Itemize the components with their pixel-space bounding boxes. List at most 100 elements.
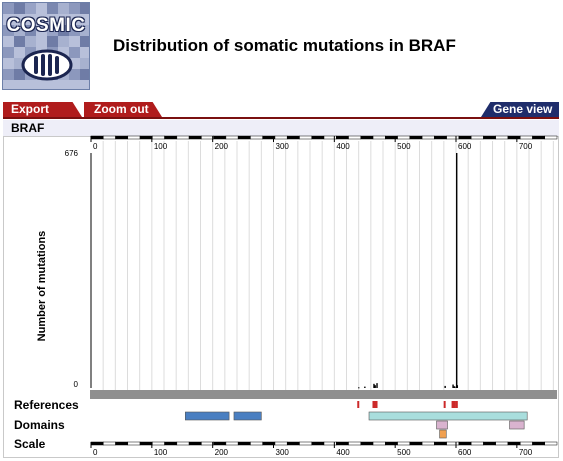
y-tick-max: 676 <box>64 149 78 158</box>
reference-marker[interactable] <box>373 401 376 408</box>
domain-block[interactable] <box>509 420 525 430</box>
logo-tile <box>36 36 47 47</box>
top-ruler-segment <box>164 135 178 140</box>
logo-tile <box>36 25 47 36</box>
domain-block[interactable] <box>184 411 230 421</box>
bottom-ruler-tick-label: 200 <box>215 448 229 457</box>
reference-marker[interactable] <box>443 401 446 408</box>
bottom-ruler-segment <box>336 441 349 446</box>
logo-tile <box>80 36 89 47</box>
mutation-bar[interactable] <box>452 384 454 388</box>
bottom-ruler-segment <box>507 441 521 446</box>
bottom-ruler-segment <box>286 441 300 446</box>
reference-marker[interactable] <box>455 401 458 408</box>
logo-tile <box>47 80 58 89</box>
logo-tile <box>3 69 14 80</box>
zoom-out-tab[interactable]: Zoom out <box>84 102 162 117</box>
domain-block[interactable] <box>436 420 448 430</box>
top-ruler-segment <box>201 135 214 140</box>
mutation-bar[interactable] <box>456 153 458 388</box>
logo-tile <box>14 25 25 36</box>
mutation-bar[interactable] <box>373 383 375 388</box>
reference-marker[interactable] <box>357 401 360 408</box>
bottom-ruler-segment <box>299 441 312 446</box>
mutation-bar[interactable] <box>374 385 376 388</box>
bottom-ruler-segment <box>152 441 165 446</box>
tab-divider <box>3 117 559 119</box>
top-ruler-segment <box>103 135 116 140</box>
top-ruler-tick-label: 300 <box>276 142 290 151</box>
logo-tile <box>58 3 69 14</box>
top-ruler-segment <box>360 135 374 140</box>
logo-tile <box>80 14 89 25</box>
bottom-ruler-tick-label: 100 <box>154 448 168 457</box>
bottom-ruler-segment <box>434 441 447 446</box>
reference-marker[interactable] <box>375 401 378 408</box>
bottom-ruler-segment <box>397 441 411 446</box>
domain-block[interactable] <box>233 411 262 421</box>
bottom-ruler-segment <box>201 441 214 446</box>
top-ruler-tick-label: 100 <box>154 142 168 151</box>
mutation-bar[interactable] <box>454 386 456 388</box>
domain-block[interactable] <box>368 411 528 421</box>
logo-tile <box>69 14 80 25</box>
bottom-ruler-segment <box>274 441 288 446</box>
domains-track[interactable] <box>184 411 528 439</box>
logo-tile <box>58 80 69 89</box>
logo-tile <box>47 14 58 25</box>
reference-marker[interactable] <box>372 401 375 408</box>
mutation-bar[interactable] <box>456 385 459 388</box>
mutation-bars[interactable] <box>358 153 459 389</box>
logo-tile <box>25 47 36 58</box>
bottom-ruler-segment <box>188 441 202 446</box>
bottom-ruler-segment <box>409 441 423 446</box>
bottom-ruler-segment <box>519 441 533 446</box>
top-ruler-segment <box>446 135 460 140</box>
bottom-ruler-segment <box>421 441 435 446</box>
references-track[interactable] <box>357 401 458 408</box>
chart-gridlines <box>90 141 554 390</box>
domains-label: Domains <box>14 418 65 432</box>
gene-view-tab[interactable]: Gene view <box>481 102 559 117</box>
logo-tile <box>3 80 14 89</box>
bottom-ruler-segment <box>446 441 460 446</box>
bottom-ruler-segment <box>544 441 558 446</box>
mutation-bar[interactable] <box>444 385 446 388</box>
top-ruler-segment <box>336 135 349 140</box>
top-ruler-segment <box>519 135 533 140</box>
bottom-ruler-segment <box>90 441 104 446</box>
top-ruler-segment <box>311 135 325 140</box>
gene-name-bar: BRAF <box>3 120 559 136</box>
top-ruler-segment <box>421 135 435 140</box>
logo-tile <box>36 14 47 25</box>
mutation-bar[interactable] <box>364 386 366 388</box>
logo-tile <box>14 58 25 69</box>
logo-tile <box>58 25 69 36</box>
logo-tile <box>3 58 14 69</box>
domain-block[interactable] <box>439 429 447 439</box>
top-ruler-segment <box>470 135 484 140</box>
bottom-ruler-segment <box>103 441 116 446</box>
bottom-scale-ruler: 0 100 200 300 400 500 600 700 <box>90 441 558 457</box>
logo-tile <box>3 47 14 58</box>
top-ruler-segment <box>348 135 362 140</box>
reference-marker[interactable] <box>453 401 456 408</box>
logo-tile <box>58 36 69 47</box>
mutation-bar[interactable] <box>376 383 378 388</box>
mutation-bar[interactable] <box>358 387 360 389</box>
export-tab[interactable]: Export <box>3 102 82 117</box>
bottom-ruler-tick-label: 500 <box>397 448 411 457</box>
reference-marker[interactable] <box>451 401 454 408</box>
logo-tile <box>25 36 36 47</box>
logo-tile <box>36 3 47 14</box>
y-tick-zero: 0 <box>73 380 78 389</box>
bottom-ruler-tick-label: 700 <box>519 448 533 457</box>
references-label: References <box>14 398 79 412</box>
top-ruler-segment <box>213 135 227 140</box>
logo-tile <box>80 80 89 89</box>
top-ruler-tick-label: 500 <box>397 142 411 151</box>
top-ruler-segment <box>372 135 386 140</box>
logo-tile <box>47 25 58 36</box>
top-ruler-segment <box>127 135 141 140</box>
